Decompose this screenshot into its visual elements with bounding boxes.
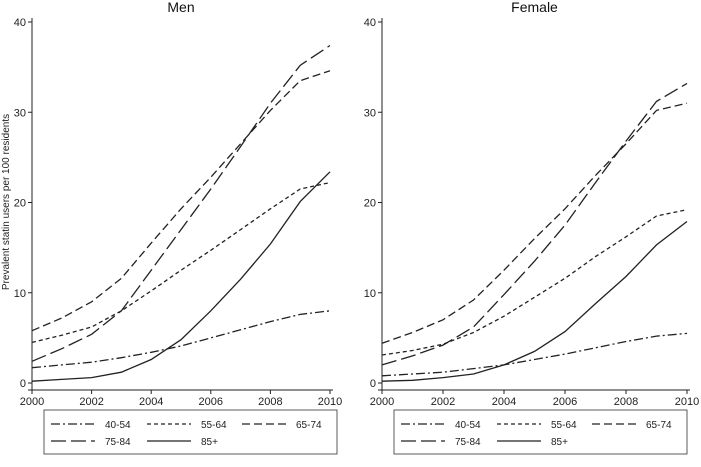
legend-label: 40-54: [105, 420, 131, 431]
x-tick-label: 2010: [675, 396, 699, 408]
y-tick-label: 30: [364, 107, 376, 119]
y-axis-label: Prevalent statin users per 100 residents: [1, 114, 12, 290]
legend: 40-54 55-64 65-74 75-84 85+: [43, 409, 338, 455]
x-tick-label: 2004: [139, 396, 163, 408]
series-line-55-64: [31, 181, 331, 344]
y-tick-label: 0: [20, 378, 26, 390]
panel-title: Men: [167, 0, 194, 15]
y-tick-label: 30: [14, 107, 26, 119]
legend-label: 65-74: [296, 420, 322, 431]
series-line-65-74: [31, 70, 331, 332]
legend-label: 40-54: [455, 420, 481, 431]
y-tick-label: 40: [14, 17, 26, 29]
panel-title: Female: [511, 0, 558, 15]
legend-label: 85+: [551, 437, 568, 448]
legend-label: 55-64: [201, 420, 227, 431]
y-tick-label: 10: [364, 288, 376, 300]
y-tick-label: 40: [364, 17, 376, 29]
x-tick-label: 2002: [79, 396, 103, 408]
legend-label: 65-74: [646, 420, 672, 431]
x-tick-label: 2000: [370, 396, 394, 408]
legend-label: 75-84: [105, 437, 131, 448]
x-tick-label: 2004: [492, 396, 516, 408]
series-line-75-84: [31, 44, 331, 362]
legend-label: 75-84: [455, 437, 481, 448]
x-tick-label: 2006: [553, 396, 577, 408]
x-tick-label: 2000: [20, 396, 44, 408]
y-tick-label: 0: [370, 378, 376, 390]
legend-box: [393, 409, 688, 455]
legend-label: 55-64: [551, 420, 577, 431]
legend-label: 85+: [201, 437, 218, 448]
series-line-75-84: [381, 82, 688, 366]
x-tick-label: 2008: [258, 396, 282, 408]
series-line-85plus: [381, 220, 688, 382]
series-line-40-54: [381, 332, 688, 377]
legend: 40-54 55-64 65-74 75-84 85+: [393, 409, 688, 455]
series-line-85plus: [31, 171, 331, 382]
x-tick-label: 2002: [431, 396, 455, 408]
y-tick-label: 20: [14, 198, 26, 210]
y-tick-label: 20: [364, 198, 376, 210]
y-tick-label: 10: [14, 288, 26, 300]
series-line-55-64: [381, 209, 688, 356]
x-tick-label: 2006: [199, 396, 223, 408]
series-line-65-74: [381, 102, 688, 344]
x-tick-label: 2010: [318, 396, 342, 408]
legend-box: [43, 409, 338, 455]
x-tick-label: 2008: [614, 396, 638, 408]
